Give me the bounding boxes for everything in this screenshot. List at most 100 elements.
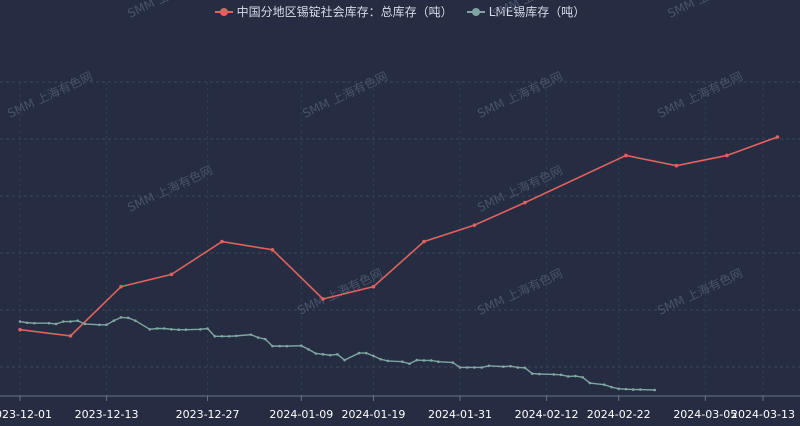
series-china-inventory bbox=[18, 135, 780, 338]
legend-item-lme-inventory[interactable]: LME锡库存（吨） bbox=[466, 3, 586, 20]
x-tick-label: 2024-01-31 bbox=[428, 408, 492, 421]
data-point bbox=[25, 321, 29, 325]
x-tick-label: 2024-02-22 bbox=[587, 408, 651, 421]
data-point bbox=[487, 364, 491, 368]
data-point bbox=[422, 239, 426, 244]
data-point bbox=[357, 351, 361, 355]
watermark: SMM 上海有色网 bbox=[475, 162, 565, 215]
data-point bbox=[112, 319, 116, 323]
data-point bbox=[235, 334, 238, 338]
data-point bbox=[18, 320, 22, 323]
data-point bbox=[472, 223, 477, 227]
watermark: SMM 上海有色网 bbox=[490, 0, 580, 21]
watermark: SMM 上海有色网 bbox=[655, 265, 745, 318]
legend: 中国分地区锡锭社会库存：总库存（吨） LME锡库存（吨） bbox=[0, 3, 800, 20]
watermark: SMM 上海有色网 bbox=[295, 265, 385, 318]
x-tick-label: 2024-03-05 bbox=[673, 408, 737, 421]
watermark: SMM 上海有色网 bbox=[125, 0, 215, 21]
data-point bbox=[516, 366, 520, 369]
legend-label-china-inventory: 中国分地区锡锭社会库存：总库存（吨） bbox=[236, 5, 453, 19]
data-point bbox=[451, 361, 455, 364]
data-point bbox=[119, 284, 123, 289]
data-point bbox=[54, 322, 58, 326]
data-point bbox=[509, 364, 512, 368]
data-point bbox=[68, 334, 73, 338]
watermark: SMM 上海有色网 bbox=[5, 68, 95, 121]
data-point bbox=[105, 323, 108, 327]
data-point bbox=[47, 321, 51, 325]
data-point bbox=[321, 353, 325, 356]
data-point bbox=[364, 351, 368, 355]
legend-item-china-inventory[interactable]: 中国分地区锡锭社会库存：总库存（吨） bbox=[214, 3, 453, 20]
data-point bbox=[725, 153, 729, 158]
series-line bbox=[19, 316, 655, 391]
x-tick-label: 2024-03-13 bbox=[731, 408, 795, 421]
data-point bbox=[473, 366, 476, 369]
watermark: SMM 上海有色网 bbox=[655, 68, 745, 121]
x-tick-label: 2023-12-27 bbox=[176, 408, 240, 421]
data-point bbox=[523, 200, 527, 205]
data-point bbox=[134, 319, 137, 323]
x-tick-label: 2023-12-13 bbox=[75, 408, 139, 421]
watermark: SMM 上海有色网 bbox=[475, 265, 565, 318]
data-point bbox=[386, 359, 390, 363]
data-point bbox=[162, 327, 166, 330]
x-tick-label: 2024-01-19 bbox=[341, 408, 405, 421]
legend-label-lme-inventory: LME锡库存（吨） bbox=[488, 5, 586, 19]
data-point bbox=[775, 135, 780, 139]
data-point bbox=[588, 381, 592, 385]
data-point bbox=[624, 387, 628, 391]
data-point bbox=[408, 362, 411, 366]
data-point bbox=[307, 348, 310, 351]
data-point bbox=[271, 344, 274, 348]
data-point bbox=[523, 366, 527, 370]
data-point bbox=[220, 239, 224, 244]
data-point bbox=[603, 383, 606, 386]
data-point bbox=[227, 334, 231, 338]
data-point bbox=[328, 353, 332, 357]
data-point bbox=[437, 360, 440, 364]
data-point bbox=[61, 320, 65, 323]
data-point bbox=[336, 353, 339, 356]
data-point bbox=[372, 354, 375, 358]
data-point bbox=[581, 375, 584, 379]
data-point bbox=[653, 388, 657, 392]
x-tick-label: 2024-02-12 bbox=[515, 408, 579, 421]
data-point bbox=[566, 375, 570, 378]
data-point bbox=[148, 328, 152, 331]
data-point bbox=[429, 359, 433, 362]
data-point bbox=[552, 373, 556, 376]
data-point bbox=[256, 336, 260, 339]
data-point bbox=[76, 319, 80, 323]
data-point bbox=[199, 328, 202, 331]
data-point bbox=[206, 327, 209, 330]
data-point bbox=[401, 360, 404, 364]
legend-marker-lme-inventory bbox=[466, 7, 485, 16]
data-point bbox=[300, 344, 303, 348]
data-point bbox=[422, 359, 426, 362]
data-point bbox=[69, 320, 72, 323]
data-point bbox=[270, 247, 275, 252]
data-point bbox=[538, 372, 541, 376]
watermark: SMM 上海有色网 bbox=[125, 162, 215, 215]
watermark: SMM 上海有色网 bbox=[300, 68, 390, 121]
data-point bbox=[480, 366, 483, 369]
watermark: SMM 上海有色网 bbox=[475, 68, 565, 121]
data-point bbox=[674, 163, 679, 168]
data-point bbox=[610, 385, 613, 389]
data-point bbox=[458, 366, 462, 369]
data-point bbox=[285, 344, 289, 348]
data-point bbox=[617, 387, 621, 391]
x-tick-label: 2024-01-09 bbox=[269, 408, 333, 421]
data-point bbox=[371, 284, 376, 289]
data-point bbox=[415, 358, 419, 362]
data-point bbox=[502, 365, 505, 368]
data-point bbox=[559, 373, 563, 377]
watermark: SMM 上海有色网 bbox=[665, 0, 755, 21]
legend-marker-china-inventory bbox=[214, 7, 233, 16]
data-point bbox=[33, 321, 36, 325]
series-lme-inventory bbox=[18, 316, 657, 392]
data-point bbox=[343, 358, 346, 362]
